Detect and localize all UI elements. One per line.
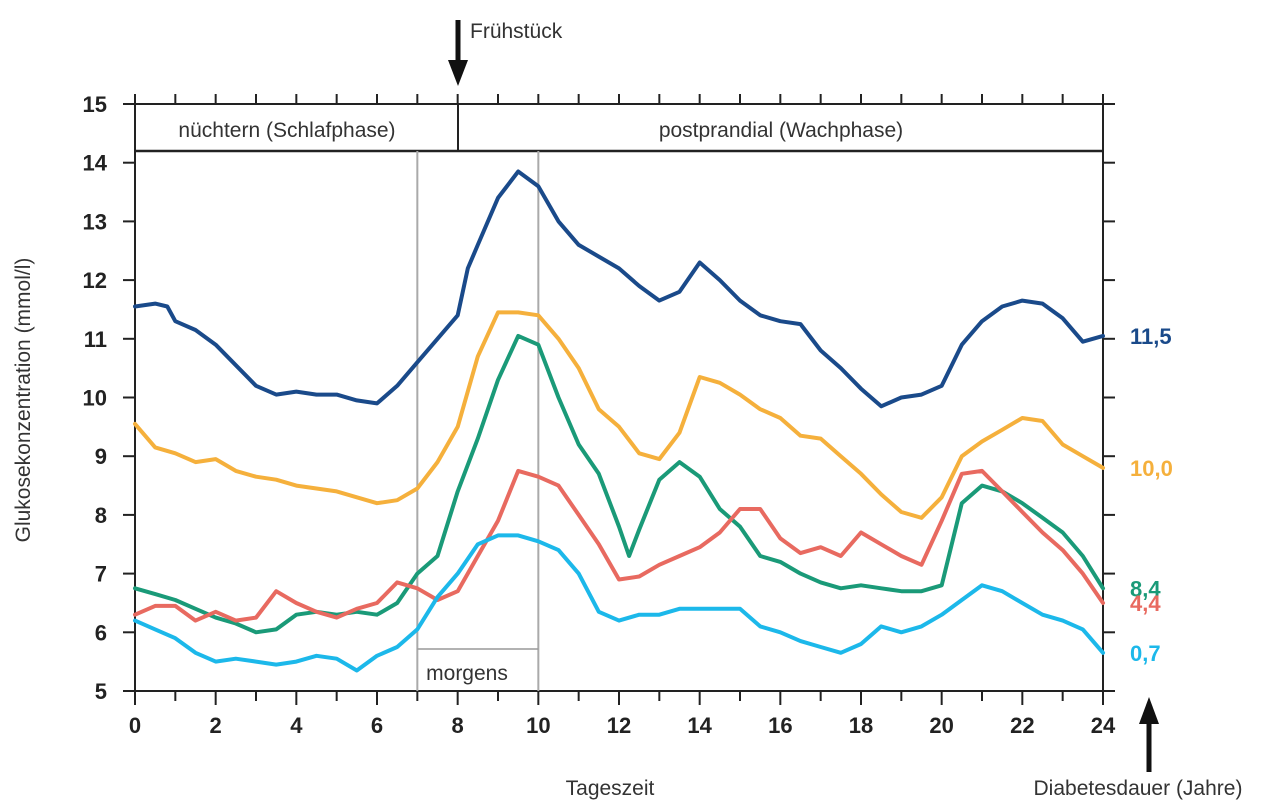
duration-arrow-head (1139, 697, 1159, 724)
series-end-labels: 11,5 10,0 8,44,4 0,7 (1130, 324, 1173, 666)
series-lines (133, 169, 1105, 673)
series-line-0-7 (133, 533, 1105, 673)
series-line-4-4 (133, 468, 1105, 623)
series-end-label: 11,5 (1130, 324, 1172, 349)
morning-box: morgens (416, 151, 540, 691)
x-tick-label: 24 (1091, 713, 1116, 738)
y-axis-label: Glukosekonzentration (mmol/l) (12, 258, 35, 543)
x-tick-label: 6 (371, 713, 383, 738)
x-tick-label: 0 (129, 713, 141, 738)
x-tick-label: 22 (1010, 713, 1034, 738)
series-line-10-0 (133, 310, 1105, 520)
breakfast-label: Frühstück (470, 20, 563, 43)
x-tick-label: 8 (452, 713, 464, 738)
y-tick-label: 10 (83, 386, 107, 411)
duration-marker: Diabetesdauer (Jahre) (1034, 697, 1243, 800)
series-end-label: 0,7 (1130, 641, 1161, 666)
y-tick-label: 11 (84, 327, 107, 352)
y-tick-label: 5 (95, 679, 107, 704)
y-tick-label: 13 (83, 209, 107, 234)
y-tick-label: 8 (95, 503, 107, 528)
y-tick-label: 9 (95, 444, 107, 469)
y-axis: 5 6 7 8 9 10 11 12 13 14 15 (83, 92, 1115, 704)
morning-label: morgens (426, 662, 508, 685)
breakfast-marker: Frühstück (448, 20, 563, 86)
x-tick-label: 2 (210, 713, 222, 738)
y-tick-label: 7 (95, 562, 107, 587)
x-tick-label: 20 (929, 713, 953, 738)
x-axis-label: Tageszeit (566, 777, 655, 800)
phase-header: nüchtern (Schlafphase) postprandial (Wac… (135, 103, 1103, 151)
series-end-label: 8,4 (1130, 576, 1161, 601)
y-tick-label: 14 (83, 151, 108, 176)
y-tick-label: 15 (83, 92, 107, 117)
legend-title: Diabetesdauer (Jahre) (1034, 777, 1243, 800)
phase-label-fasting: nüchtern (Schlafphase) (178, 119, 395, 142)
x-tick-label: 4 (290, 713, 303, 738)
breakfast-arrow-head (448, 60, 468, 86)
x-tick-label: 14 (687, 713, 712, 738)
x-tick-label: 18 (849, 713, 873, 738)
phase-label-postprandial: postprandial (Wachphase) (659, 119, 903, 142)
series-end-label: 4,4 (1130, 591, 1161, 616)
series-end-label: 10,0 (1130, 456, 1173, 481)
series-line-8-4 (133, 333, 1105, 635)
x-tick-label: 10 (526, 713, 550, 738)
y-tick-label: 6 (95, 620, 107, 645)
series-line-11-5 (133, 169, 1105, 409)
x-tick-label: 16 (768, 713, 792, 738)
y-tick-label: 12 (83, 268, 107, 293)
x-tick-label: 12 (607, 713, 631, 738)
x-axis: 0 2 4 6 8 10 12 14 16 18 20 22 24 (129, 94, 1116, 738)
